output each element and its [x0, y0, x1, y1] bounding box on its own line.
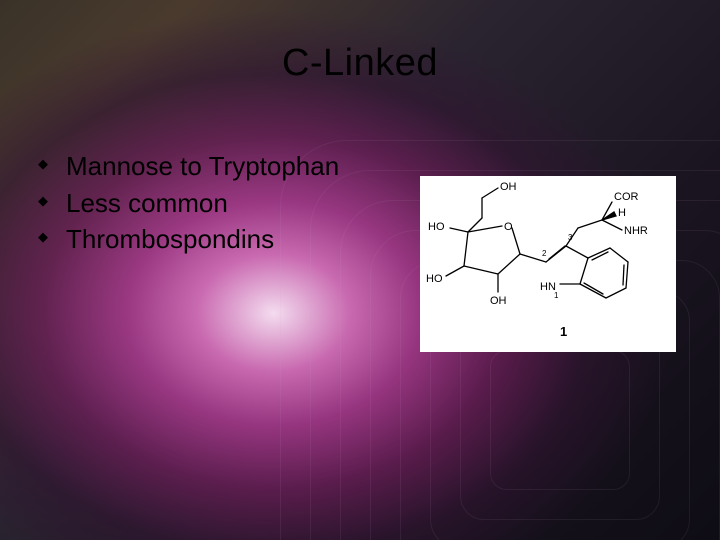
figure-number: 1	[560, 324, 567, 339]
label-3: 3	[568, 233, 573, 242]
list-item: Less common	[38, 187, 368, 220]
label-1: 1	[554, 291, 559, 300]
label-ho-1: HO	[428, 221, 445, 233]
label-o-ring: O	[504, 221, 513, 233]
bullet-list: Mannose to Tryptophan Less common Thromb…	[38, 150, 368, 260]
label-oh-bottom: OH	[490, 295, 507, 307]
molecule-svg: OH O HO HO OH COR H NHR HN 2 3 1 1	[420, 176, 676, 352]
label-ho-2: HO	[426, 273, 443, 285]
label-nhr: NHR	[624, 225, 648, 237]
list-item: Mannose to Tryptophan	[38, 150, 368, 183]
label-cor: COR	[614, 191, 639, 203]
chemical-structure: OH O HO HO OH COR H NHR HN 2 3 1 1	[420, 176, 676, 352]
label-2: 2	[542, 249, 547, 258]
slide: C-Linked Mannose to Tryptophan Less comm…	[0, 0, 720, 540]
label-h: H	[618, 207, 626, 219]
slide-title: C-Linked	[0, 42, 720, 85]
label-oh-top: OH	[500, 181, 517, 193]
list-item: Thrombospondins	[38, 223, 368, 256]
